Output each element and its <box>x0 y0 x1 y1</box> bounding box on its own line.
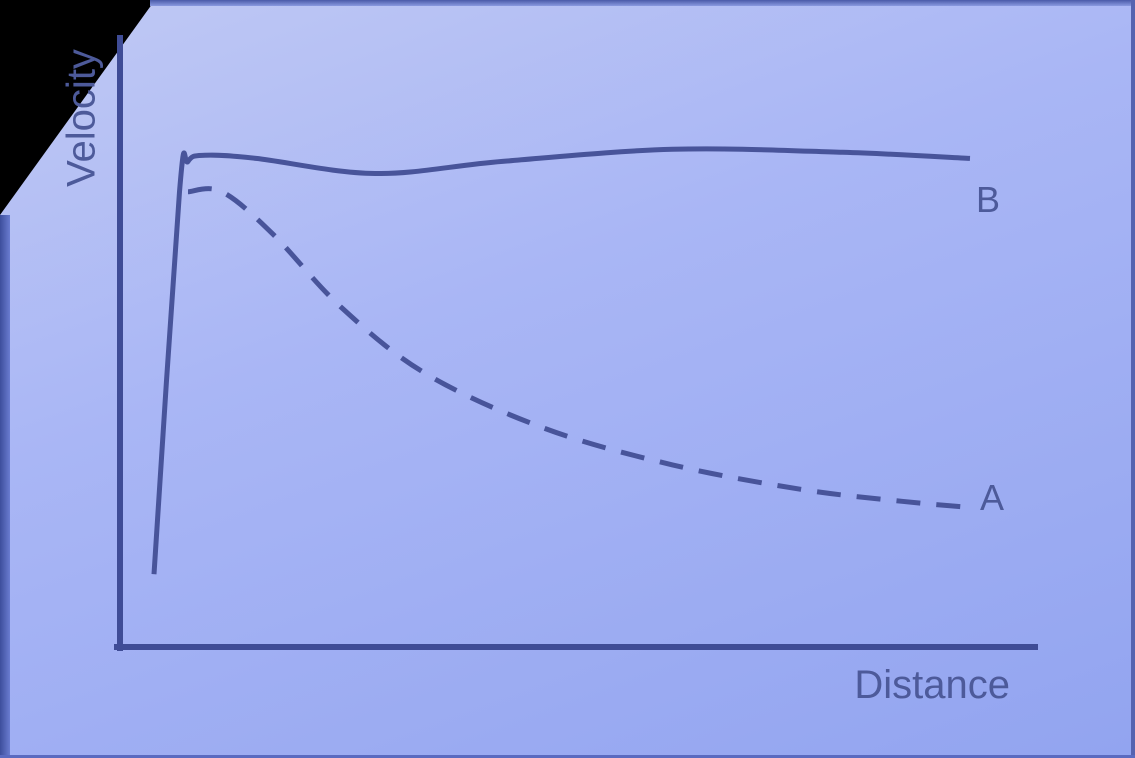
series-label-a: A <box>980 477 1004 518</box>
series-line-a <box>187 186 971 510</box>
y-axis-label: Velocity <box>60 49 104 187</box>
panel-left-border <box>0 215 10 758</box>
panel-right-border <box>1131 0 1135 758</box>
series-line-b <box>151 146 971 575</box>
panel-top-border <box>150 0 1135 6</box>
x-axis-label: Distance <box>854 663 1010 707</box>
series-layer <box>151 146 971 575</box>
panel-bottom-border <box>0 755 1135 758</box>
series-label-b: B <box>976 179 1000 220</box>
